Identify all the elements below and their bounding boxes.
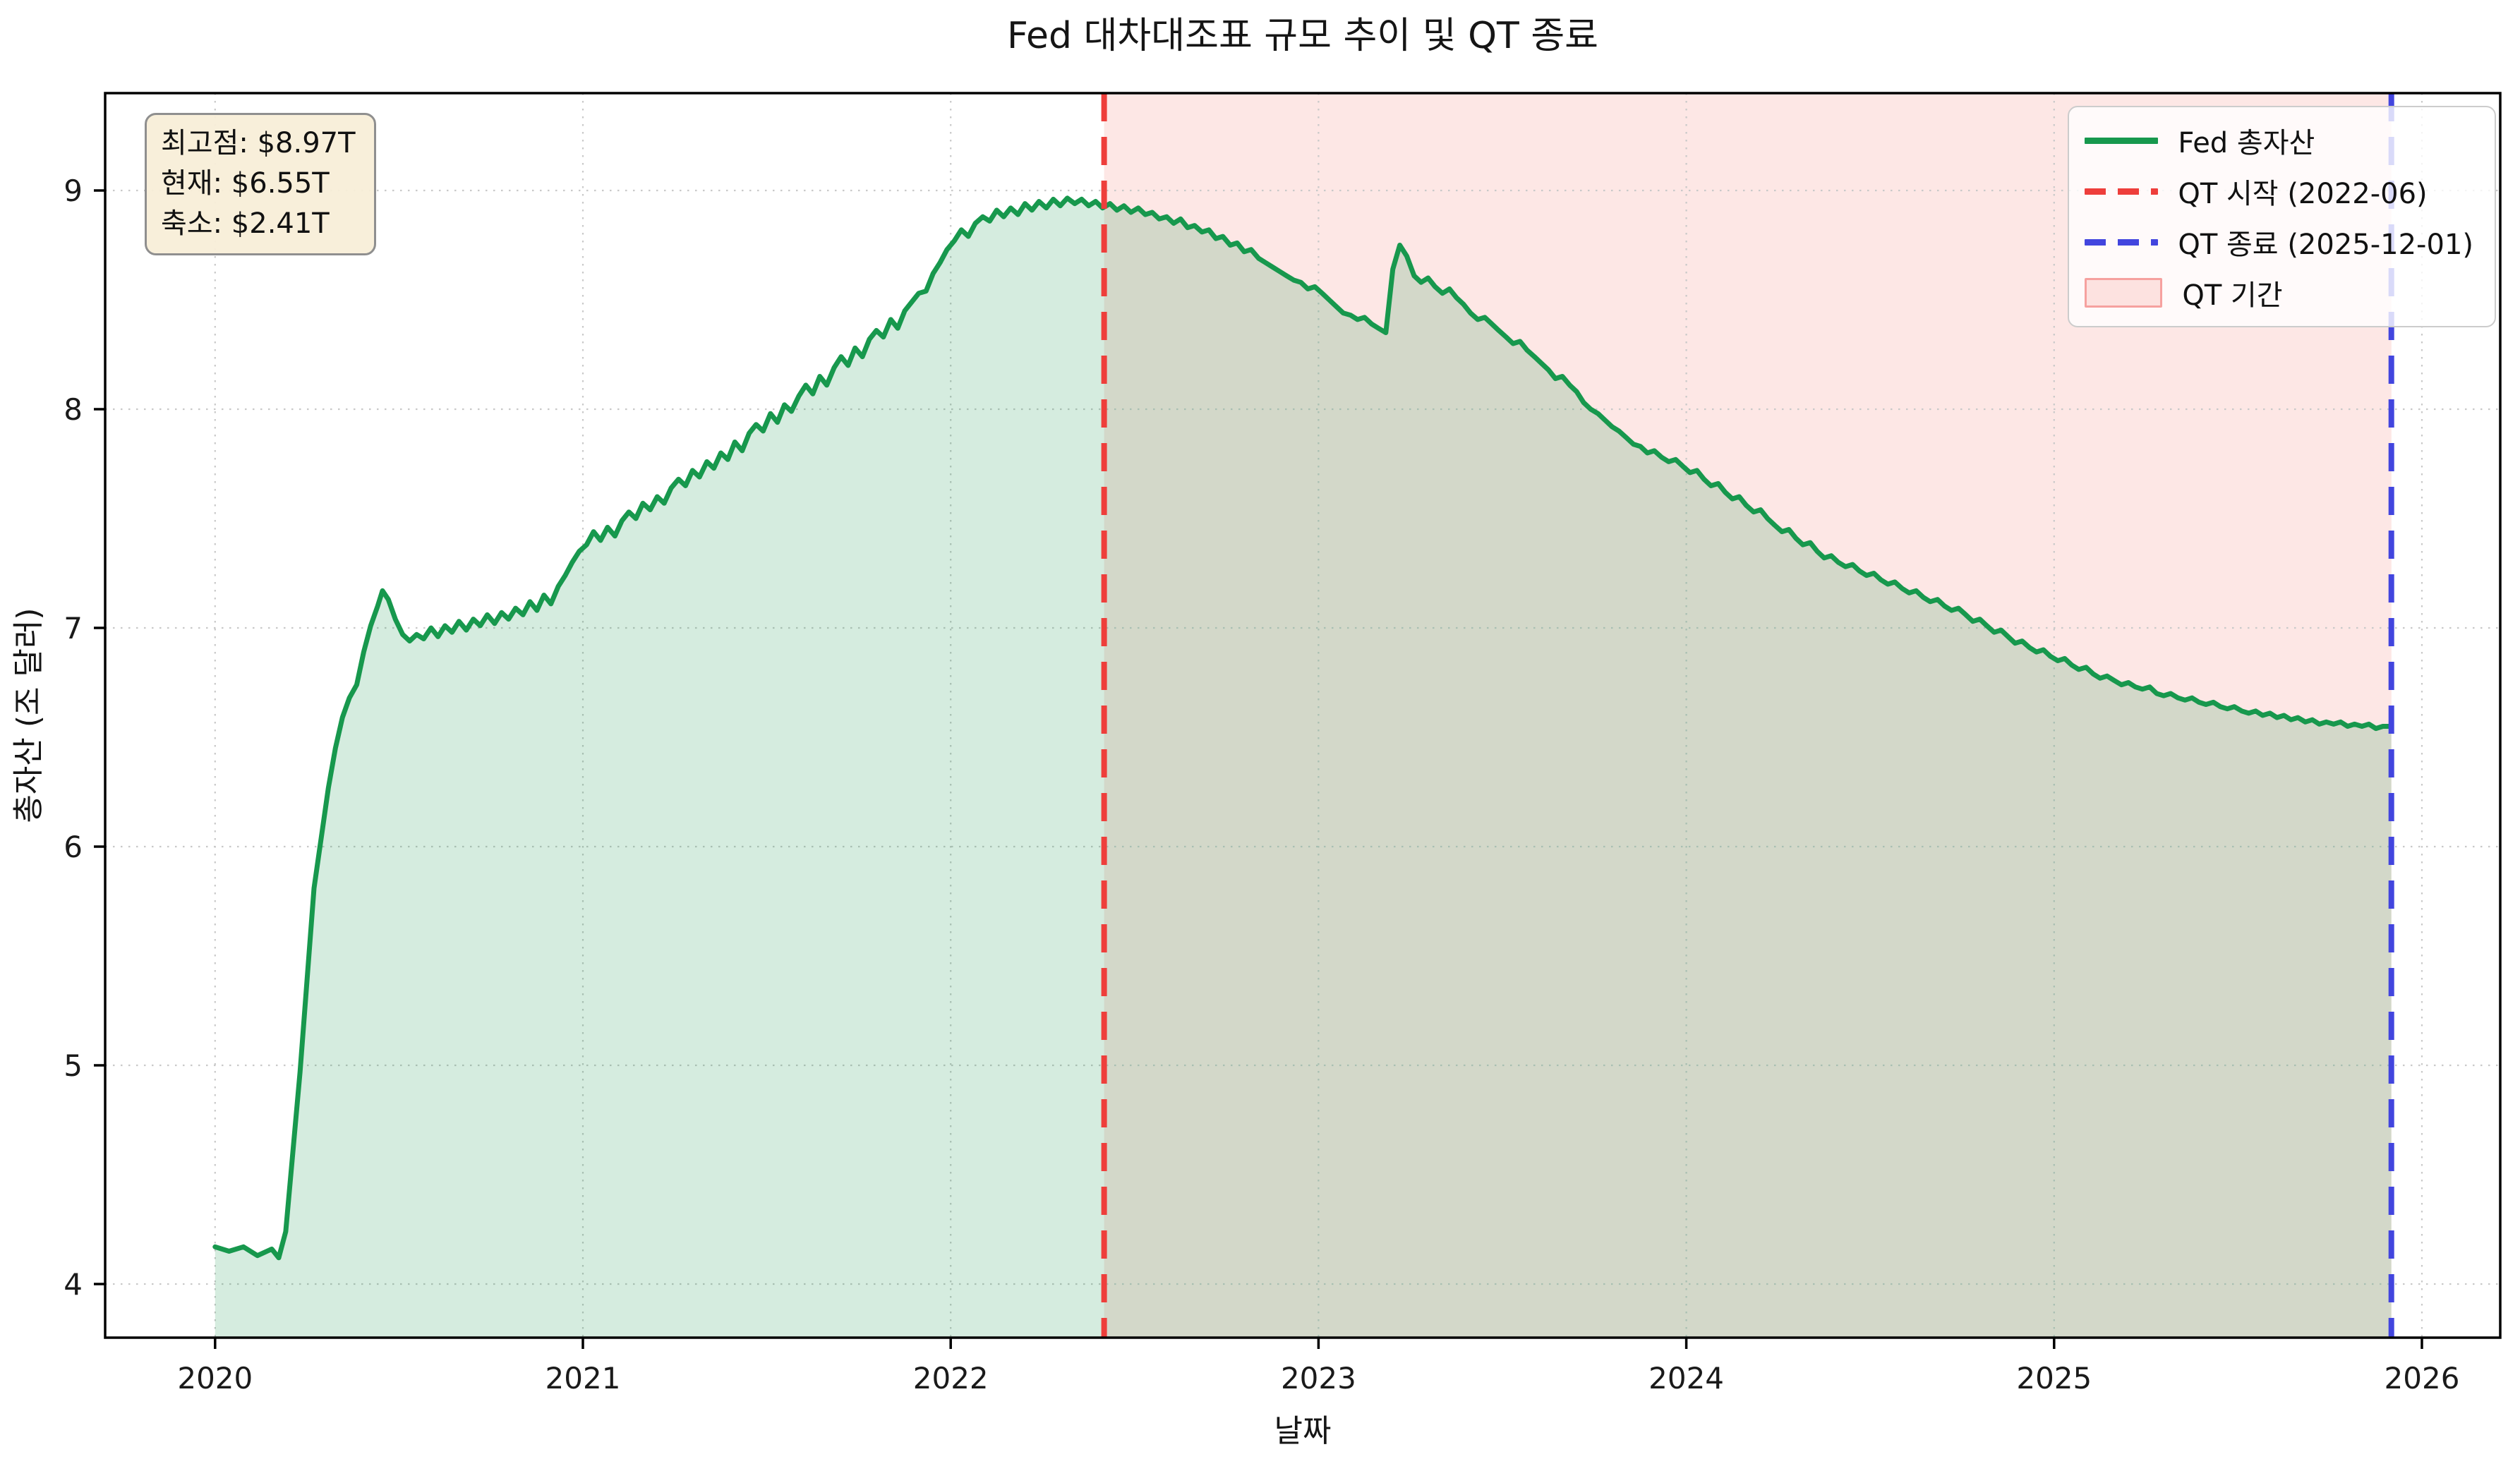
pink-patch-swatch-icon: [2085, 278, 2163, 308]
x-tick-label: 2022: [913, 1361, 989, 1396]
y-tick-label: 7: [64, 611, 83, 646]
legend-item-qt-end: QT 종료 (2025-12-01): [2085, 222, 2473, 262]
legend-item-label: QT 기간: [2182, 279, 2283, 312]
x-tick-label: 2020: [177, 1361, 253, 1396]
legend-item-label: QT 종료 (2025-12-01): [2178, 229, 2473, 261]
plot-border: [104, 92, 2502, 1339]
y-tick-label: 9: [64, 174, 83, 208]
chart-title: Fed 대차대조표 규모 추이 및 QT 종료: [1006, 15, 1599, 57]
legend-item-qt-period: QT 기간: [2085, 272, 2473, 313]
x-tick-label: 2025: [2016, 1361, 2092, 1396]
green-line-swatch-icon: [2085, 137, 2159, 144]
red-dashed-swatch-icon: [2085, 188, 2159, 195]
legend-item-label: QT 시작 (2022-06): [2178, 178, 2428, 210]
x-axis-label: 날짜: [1274, 1413, 1332, 1449]
y-tick-label: 6: [64, 830, 83, 864]
x-tick-label: 2023: [1281, 1361, 1356, 1396]
y-axis-label: 총자산 (조 달러): [11, 607, 47, 823]
legend-item-fed-assets: Fed 총자산: [2085, 120, 2473, 161]
series-line: [212, 195, 2394, 1261]
legend-item-qt-start: QT 시작 (2022-06): [2085, 171, 2473, 212]
stats-annotation: 최고점: $8.97T 현재: $6.55T 축소: $2.41T: [145, 113, 376, 256]
stat-current: 현재: $6.55T: [161, 167, 330, 200]
stat-reduction: 축소: $2.41T: [161, 207, 330, 240]
series-area: [215, 198, 2392, 1338]
x-tick-label: 2021: [545, 1361, 621, 1396]
legend: Fed 총자산 QT 시작 (2022-06) QT 종료 (2025-12-0…: [2068, 106, 2496, 327]
x-tick-label: 2024: [1648, 1361, 1724, 1396]
x-tick-label: 2026: [2385, 1361, 2460, 1396]
y-tick-label: 8: [64, 392, 83, 427]
blue-dashed-swatch-icon: [2085, 238, 2159, 246]
legend-item-label: Fed 총자산: [2178, 127, 2315, 159]
stat-peak: 최고점: $8.97T: [161, 127, 356, 159]
y-tick-label: 4: [64, 1267, 83, 1302]
y-tick-label: 5: [64, 1048, 83, 1083]
